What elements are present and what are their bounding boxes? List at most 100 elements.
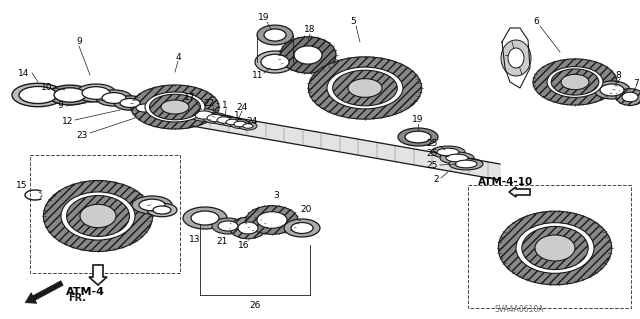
Ellipse shape xyxy=(212,218,244,234)
FancyArrow shape xyxy=(25,281,63,303)
Ellipse shape xyxy=(261,54,289,70)
Ellipse shape xyxy=(535,235,575,261)
Ellipse shape xyxy=(222,117,242,127)
Ellipse shape xyxy=(257,212,287,228)
Ellipse shape xyxy=(238,222,258,234)
Text: 20: 20 xyxy=(300,205,312,214)
Ellipse shape xyxy=(561,74,589,90)
Ellipse shape xyxy=(82,87,110,99)
Ellipse shape xyxy=(150,94,200,120)
Ellipse shape xyxy=(533,59,617,105)
Ellipse shape xyxy=(76,84,116,102)
Ellipse shape xyxy=(161,100,189,114)
Ellipse shape xyxy=(243,124,253,128)
Text: 13: 13 xyxy=(189,235,201,244)
Text: 26: 26 xyxy=(250,301,260,310)
Ellipse shape xyxy=(139,199,165,211)
Ellipse shape xyxy=(218,221,238,231)
Ellipse shape xyxy=(230,217,266,239)
Ellipse shape xyxy=(153,206,171,214)
Ellipse shape xyxy=(147,203,177,217)
Text: 25: 25 xyxy=(426,150,438,159)
Ellipse shape xyxy=(183,207,227,229)
Ellipse shape xyxy=(508,48,524,68)
Text: 14: 14 xyxy=(19,69,29,78)
Ellipse shape xyxy=(191,211,219,225)
Ellipse shape xyxy=(327,67,403,109)
Ellipse shape xyxy=(516,223,594,273)
Ellipse shape xyxy=(280,37,336,73)
Ellipse shape xyxy=(333,70,397,106)
Text: 25: 25 xyxy=(426,138,438,147)
Ellipse shape xyxy=(622,92,638,102)
Text: 1: 1 xyxy=(222,100,228,109)
Ellipse shape xyxy=(284,219,320,237)
Text: 2: 2 xyxy=(433,175,439,184)
Ellipse shape xyxy=(594,81,630,99)
Ellipse shape xyxy=(547,67,603,97)
Ellipse shape xyxy=(440,152,474,164)
Text: 9: 9 xyxy=(76,38,82,47)
Text: 8: 8 xyxy=(615,70,621,79)
Text: 6: 6 xyxy=(533,18,539,26)
Ellipse shape xyxy=(308,57,422,119)
FancyArrow shape xyxy=(509,187,530,197)
Ellipse shape xyxy=(501,40,531,76)
Ellipse shape xyxy=(131,85,219,129)
Text: 11: 11 xyxy=(252,70,264,79)
FancyArrow shape xyxy=(89,265,107,285)
Ellipse shape xyxy=(203,113,227,123)
Ellipse shape xyxy=(431,146,465,158)
Text: 16: 16 xyxy=(238,241,250,249)
Ellipse shape xyxy=(437,148,459,156)
Text: 15: 15 xyxy=(16,181,28,189)
Ellipse shape xyxy=(449,158,483,170)
Ellipse shape xyxy=(131,102,159,114)
Ellipse shape xyxy=(551,69,599,95)
Text: 17: 17 xyxy=(184,93,196,102)
Ellipse shape xyxy=(96,90,132,106)
Ellipse shape xyxy=(246,206,298,234)
Text: 5: 5 xyxy=(350,18,356,26)
Text: 10: 10 xyxy=(41,84,52,93)
Text: 4: 4 xyxy=(175,53,181,62)
Ellipse shape xyxy=(255,51,295,73)
Ellipse shape xyxy=(600,84,624,96)
Ellipse shape xyxy=(398,128,438,146)
Ellipse shape xyxy=(234,121,246,127)
Ellipse shape xyxy=(616,89,640,105)
Ellipse shape xyxy=(348,79,382,97)
Ellipse shape xyxy=(145,92,205,122)
Text: ATM-4-10: ATM-4-10 xyxy=(478,177,534,187)
Text: 7: 7 xyxy=(633,78,639,87)
Ellipse shape xyxy=(522,226,588,270)
Ellipse shape xyxy=(67,196,129,236)
Ellipse shape xyxy=(12,83,64,107)
Ellipse shape xyxy=(405,131,431,143)
Ellipse shape xyxy=(446,154,468,162)
Text: 1: 1 xyxy=(234,112,240,121)
Text: 25: 25 xyxy=(426,160,438,169)
Ellipse shape xyxy=(44,181,152,251)
Ellipse shape xyxy=(120,99,140,108)
Ellipse shape xyxy=(239,122,257,130)
Ellipse shape xyxy=(257,25,293,45)
Ellipse shape xyxy=(19,86,57,104)
Text: 22: 22 xyxy=(204,99,214,108)
Text: 24: 24 xyxy=(246,116,258,125)
Bar xyxy=(30,155,180,273)
Text: 18: 18 xyxy=(304,26,316,34)
Ellipse shape xyxy=(499,211,612,285)
Ellipse shape xyxy=(54,88,86,102)
Ellipse shape xyxy=(132,196,172,214)
Text: 12: 12 xyxy=(62,117,74,127)
Text: SVA4A0610A: SVA4A0610A xyxy=(494,306,544,315)
Ellipse shape xyxy=(195,111,213,119)
Text: 19: 19 xyxy=(259,13,269,23)
Ellipse shape xyxy=(48,85,92,105)
Text: 19: 19 xyxy=(412,115,424,124)
Ellipse shape xyxy=(136,104,154,112)
Ellipse shape xyxy=(80,204,116,228)
Ellipse shape xyxy=(226,119,238,125)
Ellipse shape xyxy=(217,117,231,123)
